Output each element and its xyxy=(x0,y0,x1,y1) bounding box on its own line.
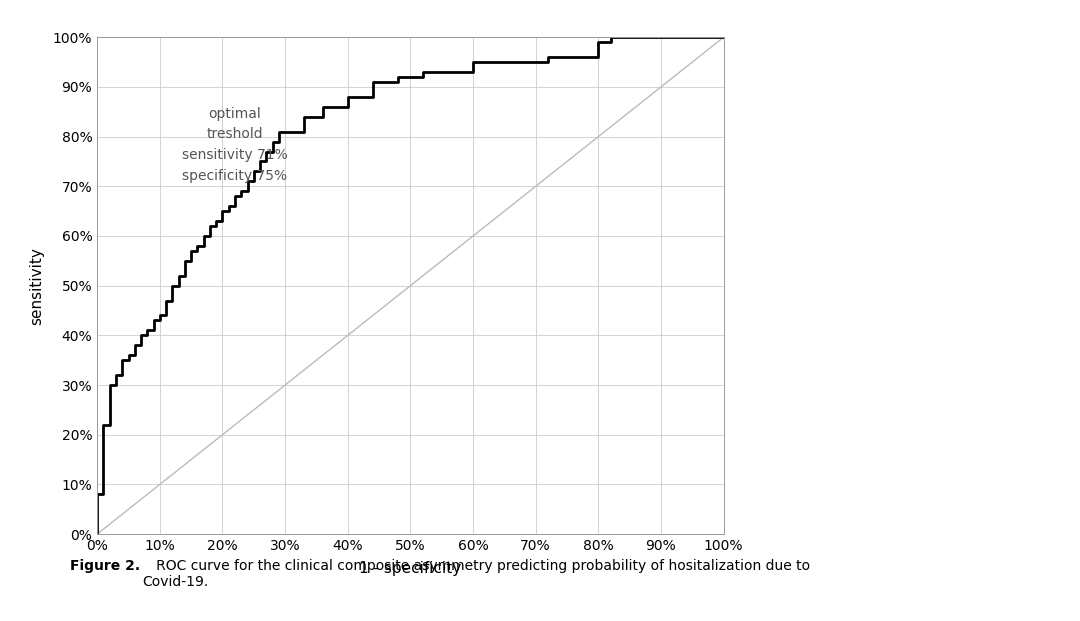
Text: Figure 2.: Figure 2. xyxy=(70,559,140,573)
Text: optimal
treshold
sensitivity 71%
specificity 75%: optimal treshold sensitivity 71% specifi… xyxy=(183,107,288,183)
Text: ROC curve for the clinical composite asymmetry predicting probability of hosital: ROC curve for the clinical composite asy… xyxy=(143,559,810,589)
Y-axis label: sensitivity: sensitivity xyxy=(29,247,44,325)
X-axis label: 1 - specificity: 1 - specificity xyxy=(360,561,461,576)
